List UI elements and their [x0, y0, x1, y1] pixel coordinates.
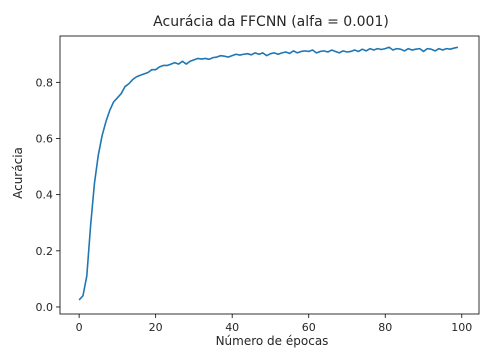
- tick-marks: [56, 81, 463, 318]
- y-tick-label: 0.0: [36, 301, 54, 314]
- y-tick-label: 0.8: [36, 76, 54, 89]
- x-tick-label: 100: [451, 321, 472, 334]
- x-axis-label: Número de épocas: [216, 334, 329, 348]
- series-group: [78, 46, 459, 301]
- y-tick-label: 0.6: [36, 132, 54, 145]
- series-line: [78, 46, 459, 301]
- chart-title: Acurácia da FFCNN (alfa = 0.001): [153, 14, 389, 30]
- y-tick-label: 0.4: [36, 189, 54, 202]
- x-tick-label: 0: [76, 321, 83, 334]
- y-tick-label: 0.2: [36, 245, 54, 258]
- x-tick-label: 80: [378, 321, 392, 334]
- x-tick-label: 20: [149, 321, 163, 334]
- x-tick-label: 60: [302, 321, 316, 334]
- plot-frame: [59, 35, 480, 315]
- x-tick-label: 40: [225, 321, 239, 334]
- y-axis-label: Acurácia: [11, 147, 25, 199]
- axes: 0 20 40 60 80 100 0.0 0.2 0.4 0.6 0.8: [36, 76, 473, 334]
